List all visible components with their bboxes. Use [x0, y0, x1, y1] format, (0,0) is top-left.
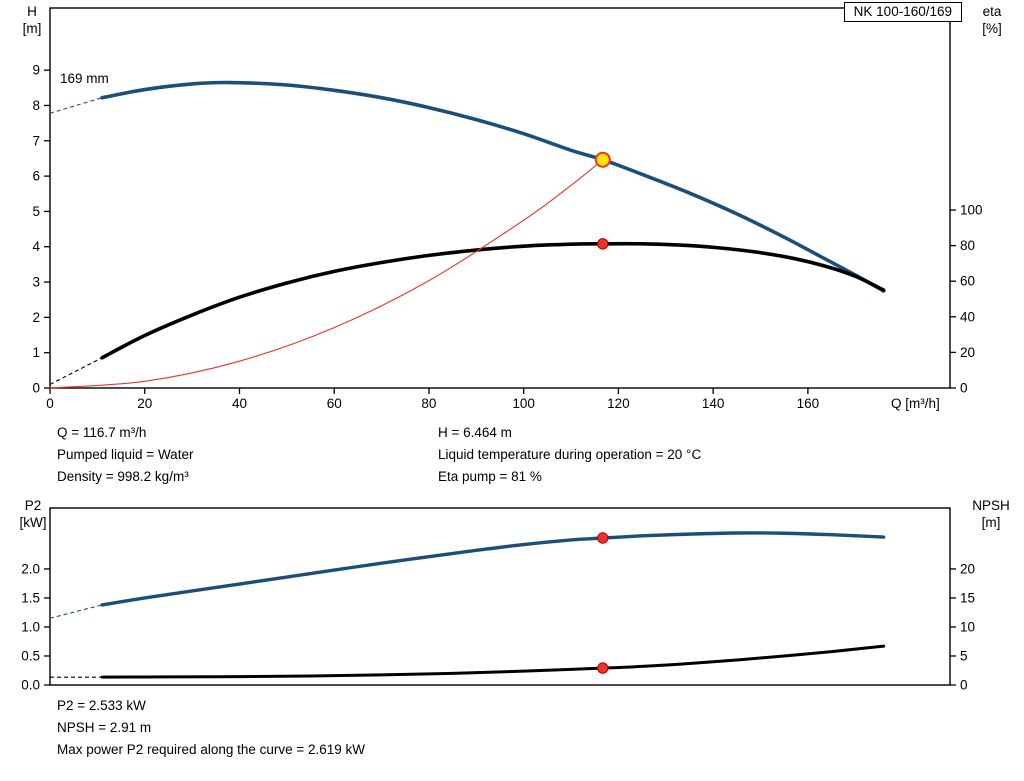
- p2-axis-label: P2 [kW]: [12, 497, 54, 531]
- h-axis-label: H [m]: [14, 3, 50, 37]
- svg-text:20: 20: [137, 396, 152, 411]
- npsh-axis-label-unit: [m]: [981, 515, 1001, 530]
- svg-text:120: 120: [607, 396, 630, 411]
- svg-text:20: 20: [960, 561, 975, 576]
- svg-text:80: 80: [960, 238, 975, 253]
- svg-text:5: 5: [32, 204, 40, 219]
- svg-text:160: 160: [797, 396, 820, 411]
- npsh-axis-label-symbol: NPSH: [972, 498, 1010, 513]
- h-axis-label-symbol: H: [27, 4, 37, 19]
- svg-text:4: 4: [32, 239, 40, 254]
- svg-text:7: 7: [32, 133, 40, 148]
- npsh-axis-label: NPSH [m]: [964, 497, 1018, 531]
- svg-text:100: 100: [512, 396, 535, 411]
- svg-text:6: 6: [32, 169, 40, 184]
- svg-text:20: 20: [960, 345, 975, 360]
- svg-text:40: 40: [232, 396, 247, 411]
- svg-text:9: 9: [32, 63, 40, 78]
- duty-info-left: Q = 116.7 m³/h Pumped liquid = Water Den…: [57, 422, 193, 488]
- svg-text:8: 8: [32, 98, 40, 113]
- svg-text:140: 140: [702, 396, 725, 411]
- svg-text:0: 0: [960, 381, 968, 396]
- svg-text:10: 10: [960, 619, 975, 634]
- svg-text:15: 15: [960, 590, 975, 605]
- p2-axis-label-symbol: P2: [24, 498, 42, 513]
- flow-axis-label: Q [m³/h]: [891, 396, 940, 411]
- info-flow: Q = 116.7 m³/h: [57, 425, 147, 440]
- info-density: Density = 998.2 kg/m³: [57, 469, 189, 484]
- svg-text:2.0: 2.0: [21, 561, 40, 576]
- info-pumped-liquid: Pumped liquid = Water: [57, 447, 194, 462]
- svg-text:0: 0: [32, 381, 40, 396]
- svg-text:1: 1: [32, 345, 40, 360]
- pump-model-box: NK 100-160/169: [843, 2, 962, 22]
- svg-text:0: 0: [46, 396, 54, 411]
- h-axis-label-unit: [m]: [22, 21, 42, 36]
- head-flow-chart[interactable]: 0 1 2 3 4 5 6 7 8 9 0 20 40 60 80 100 0 20 40 60 80 100 120 140…: [0, 0, 1024, 418]
- svg-text:1.5: 1.5: [21, 590, 40, 605]
- svg-text:60: 60: [327, 396, 342, 411]
- p2-axis-label-unit: [kW]: [19, 515, 47, 530]
- eta-axis-label: eta [%]: [970, 3, 1014, 37]
- svg-text:3: 3: [32, 275, 40, 290]
- info-liquid-temperature: Liquid temperature during operation = 20…: [438, 447, 702, 462]
- svg-text:0: 0: [960, 678, 968, 693]
- impeller-diameter-label: 169 mm: [60, 71, 109, 86]
- info-max-p2: Max power P2 required along the curve = …: [57, 742, 366, 757]
- duty-info-bottom: P2 = 2.533 kW NPSH = 2.91 m Max power P2…: [57, 695, 365, 761]
- info-p2: P2 = 2.533 kW: [57, 698, 146, 713]
- duty-info-right: H = 6.464 m Liquid temperature during op…: [438, 422, 701, 488]
- eta-axis-label-symbol: eta: [982, 4, 1002, 19]
- info-eta-pump: Eta pump = 81 %: [438, 469, 542, 484]
- svg-text:80: 80: [421, 396, 436, 411]
- info-head: H = 6.464 m: [438, 425, 512, 440]
- power-npsh-chart[interactable]: 0.0 0.5 1.0 1.5 2.0 0 5 10 15 20: [0, 495, 1024, 695]
- svg-text:1.0: 1.0: [21, 619, 40, 634]
- svg-text:60: 60: [960, 274, 975, 289]
- eta-axis-label-unit: [%]: [982, 21, 1002, 36]
- svg-text:5: 5: [960, 648, 968, 663]
- svg-text:0.0: 0.0: [21, 678, 40, 693]
- svg-text:0.5: 0.5: [21, 648, 40, 663]
- svg-text:100: 100: [960, 203, 983, 218]
- svg-text:2: 2: [32, 310, 40, 325]
- svg-text:40: 40: [960, 309, 975, 324]
- info-npsh: NPSH = 2.91 m: [57, 720, 152, 735]
